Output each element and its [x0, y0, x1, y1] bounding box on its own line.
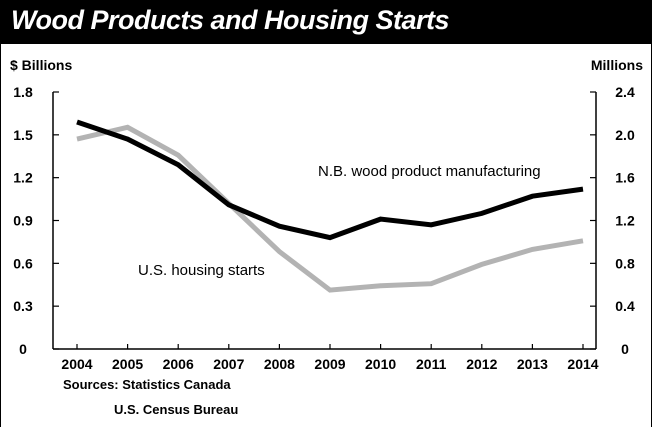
- y-right-tick-label: 2.0: [615, 127, 635, 143]
- x-tick-label: 2005: [112, 356, 143, 372]
- y-right-tick-label: 0.8: [615, 255, 635, 271]
- chart-title: Wood Products and Housing Starts: [11, 5, 450, 35]
- x-tick-label: 2014: [567, 356, 598, 372]
- y-left-tick-label: 1.2: [13, 170, 33, 186]
- y-axis-right-label: Millions: [591, 57, 643, 73]
- y-left-tick-label: 0.9: [13, 213, 33, 229]
- x-tick-label: 2006: [163, 356, 194, 372]
- y-left-tick-label: 0.6: [13, 255, 33, 271]
- source-line-1: Sources: Statistics Canada: [63, 377, 231, 392]
- x-tick-label: 2009: [314, 356, 345, 372]
- y-axis-left-label: $ Billions: [10, 57, 72, 73]
- y-right-tick-label: 0: [621, 341, 629, 357]
- source-line-2: U.S. Census Bureau: [114, 402, 238, 417]
- title-bar: Wood Products and Housing Starts: [1, 0, 652, 44]
- y-left-tick-label: 0.3: [13, 298, 33, 314]
- y-left-tick-label: 0: [19, 341, 27, 357]
- y-left-tick-label: 1.8: [13, 84, 33, 100]
- x-tick-label: 2012: [466, 356, 497, 372]
- y-right-tick-label: 1.6: [615, 170, 635, 186]
- y-right-tick-label: 1.2: [615, 213, 635, 229]
- x-tick-label: 2010: [365, 356, 396, 372]
- y-right-tick-label: 0.4: [615, 298, 635, 314]
- axes: 1.8 1.5 1.2 0.9 0.6 0.3 0 2.4 2.0 1.6 1.2 0.8 0.4 0 20…: [13, 84, 635, 372]
- y-left-tick-label: 1.5: [13, 127, 33, 143]
- y-right-tick-label: 2.4: [615, 84, 635, 100]
- series-label-housing: U.S. housing starts: [138, 262, 265, 279]
- x-tick-label: 2008: [264, 356, 295, 372]
- series-label-wood: N.B. wood product manufacturing: [318, 163, 541, 180]
- x-tick-label: 2011: [416, 356, 447, 372]
- x-tick-label: 2013: [517, 356, 548, 372]
- x-tick-label: 2004: [61, 356, 92, 372]
- series-layer: [76, 119, 584, 293]
- x-tick-label: 2007: [213, 356, 244, 372]
